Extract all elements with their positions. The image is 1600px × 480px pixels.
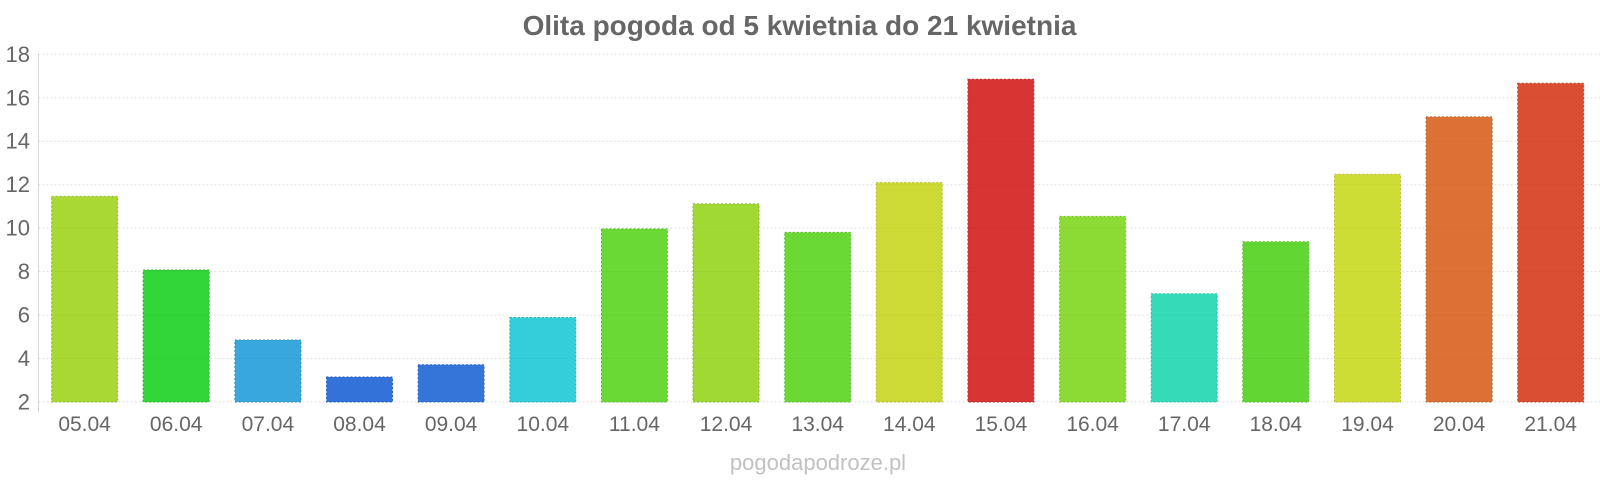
svg-text:10.04: 10.04 bbox=[517, 413, 570, 436]
svg-text:pogodapodroze.pl: pogodapodroze.pl bbox=[730, 450, 906, 475]
svg-text:14.04: 14.04 bbox=[883, 413, 936, 436]
svg-text:8: 8 bbox=[18, 259, 30, 284]
svg-text:18.04: 18.04 bbox=[1250, 413, 1303, 436]
svg-text:13.04: 13.04 bbox=[791, 413, 844, 436]
svg-text:12.04: 12.04 bbox=[700, 413, 753, 436]
svg-text:18: 18 bbox=[6, 42, 30, 67]
svg-text:21.04: 21.04 bbox=[1524, 413, 1577, 436]
svg-text:16: 16 bbox=[6, 85, 30, 110]
svg-text:10: 10 bbox=[6, 216, 30, 241]
svg-text:16.04: 16.04 bbox=[1066, 413, 1119, 436]
svg-text:08.04: 08.04 bbox=[333, 413, 386, 436]
svg-text:05.04: 05.04 bbox=[58, 413, 111, 436]
svg-text:14: 14 bbox=[6, 129, 30, 154]
svg-text:12: 12 bbox=[6, 172, 30, 197]
svg-text:Olita pogoda od 5 kwietnia do: Olita pogoda od 5 kwietnia do 21 kwietni… bbox=[523, 10, 1077, 41]
svg-text:11.04: 11.04 bbox=[609, 413, 660, 436]
svg-text:06.04: 06.04 bbox=[150, 413, 203, 436]
svg-text:17.04: 17.04 bbox=[1158, 413, 1211, 436]
svg-text:4: 4 bbox=[18, 346, 30, 371]
svg-text:20.04: 20.04 bbox=[1433, 413, 1486, 436]
svg-text:15.04: 15.04 bbox=[975, 413, 1028, 436]
svg-text:09.04: 09.04 bbox=[425, 413, 478, 436]
svg-text:07.04: 07.04 bbox=[242, 413, 295, 436]
svg-text:2: 2 bbox=[18, 390, 30, 415]
svg-text:6: 6 bbox=[18, 303, 30, 328]
svg-text:19.04: 19.04 bbox=[1341, 413, 1394, 436]
